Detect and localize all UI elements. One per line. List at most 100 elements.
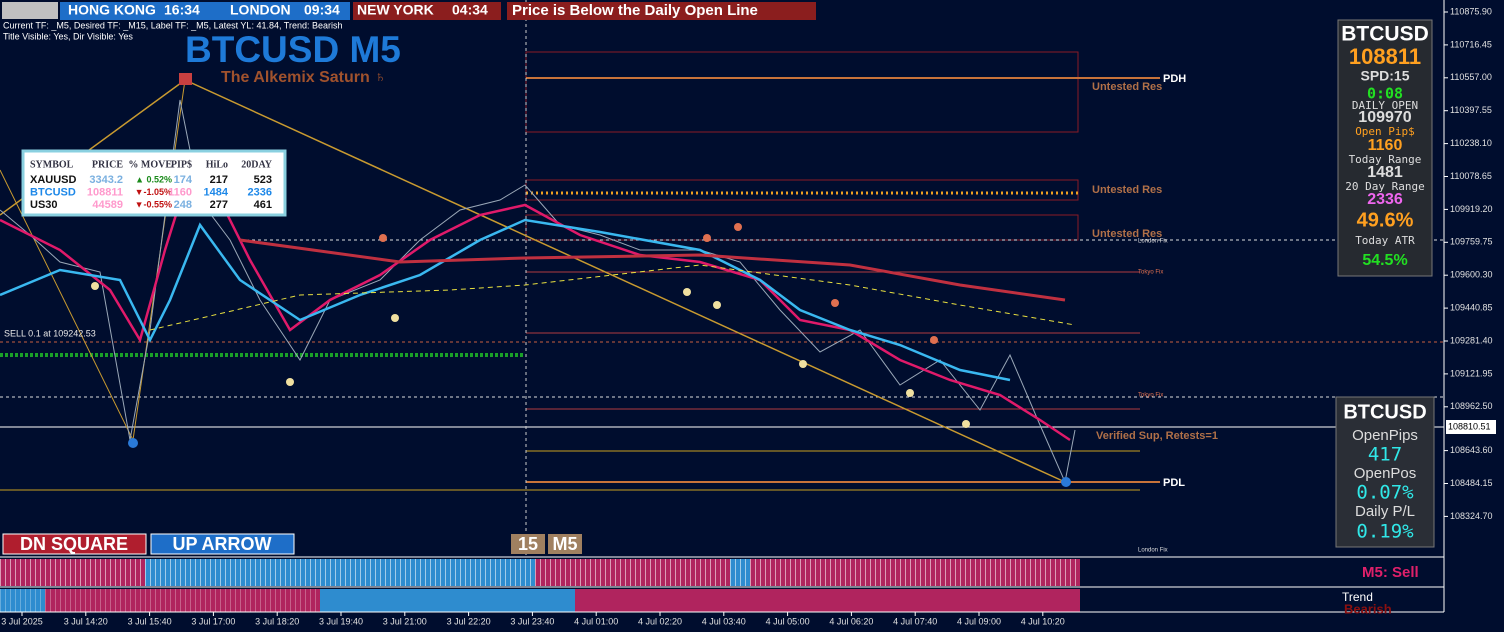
y-tick-label: 110078.65 <box>1450 171 1492 181</box>
x-tick-label: 3 Jul 2025 <box>1 616 43 626</box>
spread: SPD:15 <box>1360 68 1409 84</box>
x-tick-label: 4 Jul 06:20 <box>829 616 873 626</box>
x-tick-label: 3 Jul 15:40 <box>128 616 172 626</box>
session-label: LONDON <box>230 2 291 18</box>
current-price: 108810.51 <box>1448 421 1491 431</box>
panel-value: 1160 <box>1368 137 1403 154</box>
y-tick-label: 109600.30 <box>1450 270 1493 280</box>
table-header: PRICE <box>92 159 123 170</box>
button[interactable] <box>150 533 295 555</box>
y-tick-label: 110875.90 <box>1450 6 1492 16</box>
position-panel: BTCUSD OpenPips 417 OpenPos 0.07% Daily … <box>1335 396 1435 548</box>
info-panel: BTCUSD 108811 SPD:15 0:08 DAILY OPEN 109… <box>1337 19 1433 277</box>
x-tick-label: 3 Jul 17:00 <box>191 616 235 626</box>
panel-value: 0.07% <box>1356 482 1414 504</box>
x-tick-label: 4 Jul 07:40 <box>893 616 937 626</box>
fix-label: Tokyo Fix <box>1138 393 1163 399</box>
x-tick-label: 3 Jul 22:20 <box>447 616 491 626</box>
panel-value: 2336 <box>1367 191 1403 208</box>
table-header: HiLo <box>206 159 228 170</box>
zone-label: Untested Res <box>1092 81 1162 93</box>
table-header: 20DAY <box>241 159 273 170</box>
session-time: 09:34 <box>304 2 340 18</box>
session-label: NEW YORK <box>357 2 434 18</box>
table-header: SYMBOL <box>30 159 74 170</box>
x-tick-label: 4 Jul 05:00 <box>766 616 810 626</box>
button[interactable] <box>548 534 582 554</box>
table-cell: US30 <box>30 199 58 211</box>
y-tick-label: 109281.40 <box>1450 335 1493 345</box>
button-label[interactable]: UP ARROW <box>173 534 272 554</box>
table-cell: 461 <box>254 199 272 211</box>
table-cell: 523 <box>254 174 272 186</box>
panel-value: 54.5% <box>1362 252 1407 269</box>
table-cell: XAUUSD <box>30 174 77 186</box>
symbol-table <box>21 149 287 217</box>
table-cell: 248 <box>174 199 192 211</box>
y-tick-label: 108962.50 <box>1450 401 1493 411</box>
table-cell: 108811 <box>87 186 123 198</box>
alert: Price is Below the Daily Open Line <box>512 2 758 19</box>
y-tick-label: 109440.85 <box>1450 302 1493 312</box>
info-line: Title Visible: Yes, Dir Visible: Yes <box>3 31 133 41</box>
panel-value: 0.19% <box>1356 521 1414 543</box>
y-tick-label: 108643.60 <box>1450 445 1493 455</box>
fix-label: London Fix <box>1138 239 1168 245</box>
y-tick-label: 110397.55 <box>1450 105 1492 115</box>
table-cell: ▲ 0.52% <box>135 174 172 184</box>
panel-value: 49.6% <box>1357 209 1414 231</box>
pdh-label: PDH <box>1163 73 1186 85</box>
timer: 0:08 <box>1367 85 1403 103</box>
x-tick-label: 3 Jul 18:20 <box>255 616 299 626</box>
trend-label: Trend <box>1342 590 1373 604</box>
panel-label: DAILY OPEN <box>1352 99 1418 112</box>
panel-price: 108811 <box>1349 44 1421 69</box>
panel-symbol: BTCUSD <box>1343 401 1426 423</box>
signal-strips: M5: Sell Trend Bearish <box>0 0 1445 616</box>
zone-label: Untested Res <box>1092 184 1162 196</box>
session-time: 16:34 <box>164 2 200 18</box>
y-tick-label: 109919.20 <box>1450 204 1493 214</box>
fix-label: London Fix <box>1138 548 1168 554</box>
fix-label: Tokyo Fix <box>1138 270 1163 276</box>
panel-symbol: BTCUSD <box>1341 23 1429 46</box>
table-header: PIP$ <box>171 159 192 170</box>
table-cell: 1160 <box>168 186 192 198</box>
table-cell: BTCUSD <box>30 186 76 198</box>
x-tick-label: 4 Jul 02:20 <box>638 616 682 626</box>
panel-value: 109970 <box>1358 109 1411 126</box>
x-tick-label: 4 Jul 10:20 <box>1021 616 1065 626</box>
top-bar: HONG KONG 16:34 LONDON 09:34 NEW YORK 04… <box>2 2 816 20</box>
session-label: HONG KONG <box>68 2 156 18</box>
panel-value: 417 <box>1368 444 1402 466</box>
button-label[interactable]: 15 <box>518 534 538 554</box>
x-tick-label: 4 Jul 09:00 <box>957 616 1001 626</box>
y-tick-label: 108324.70 <box>1450 511 1493 521</box>
y-tick-label: 109759.75 <box>1450 237 1493 247</box>
order-label: SELL 0.1 at 109242.53 <box>4 328 96 338</box>
x-tick-label: 3 Jul 19:40 <box>319 616 363 626</box>
panel-label: 20 Day Range <box>1345 180 1424 193</box>
buttons[interactable]: DN SQUARE UP ARROW 15 M5 <box>2 533 582 555</box>
panel-label: Today Range <box>1349 153 1422 166</box>
y-tick-label: 109121.95 <box>1450 368 1493 378</box>
button[interactable] <box>2 533 147 555</box>
button-label[interactable]: M5 <box>552 534 577 554</box>
x-tick-label: 4 Jul 03:40 <box>702 616 746 626</box>
table-cell: ▼-0.55% <box>135 199 172 209</box>
session-time: 04:34 <box>452 2 488 18</box>
current-price-box <box>1446 420 1496 434</box>
table-cell: 1484 <box>204 186 229 198</box>
button[interactable] <box>511 534 545 554</box>
table-cell: 277 <box>210 199 228 211</box>
table-cell: 217 <box>210 174 228 186</box>
x-tick-label: 4 Jul 01:00 <box>574 616 618 626</box>
panel-value: 1481 <box>1367 164 1403 181</box>
trend: Bearish <box>1344 601 1392 616</box>
table-cell: 3343.2 <box>89 174 123 186</box>
info-line: Current TF: _M5, Desired TF: _M15, Label… <box>3 20 343 30</box>
button-label[interactable]: DN SQUARE <box>20 534 128 554</box>
x-tick-label: 3 Jul 21:00 <box>383 616 427 626</box>
table-cell: 44589 <box>92 199 123 211</box>
